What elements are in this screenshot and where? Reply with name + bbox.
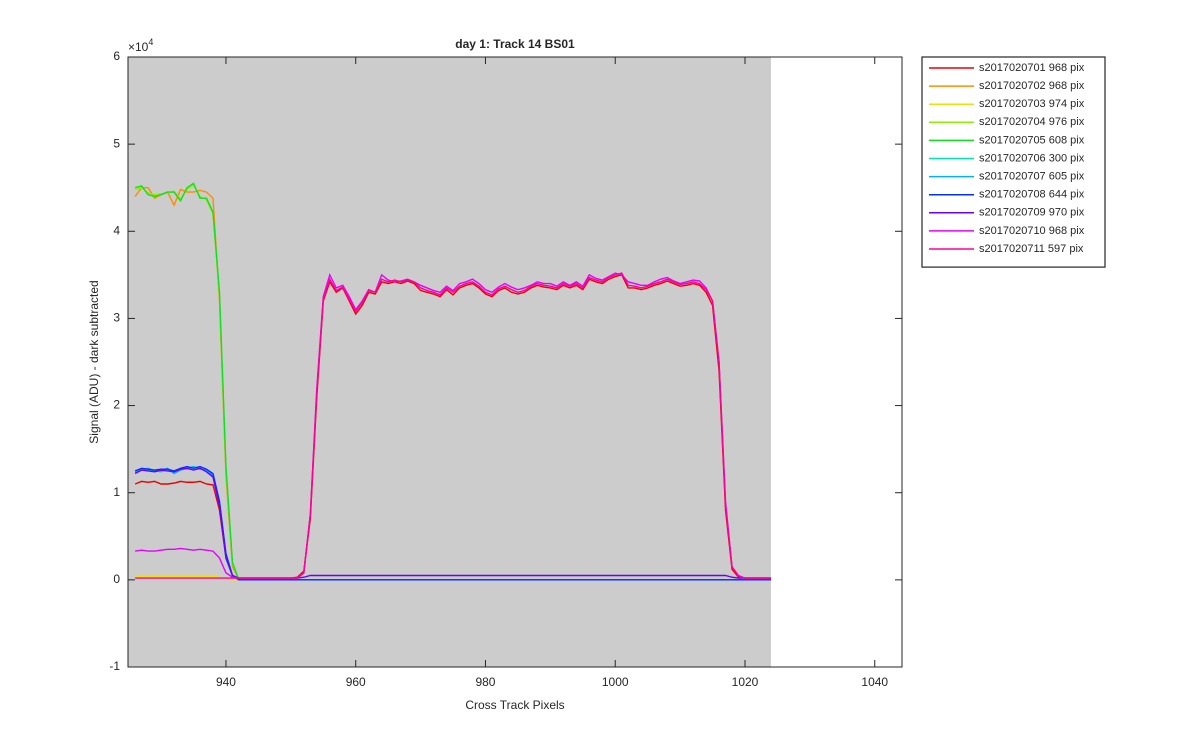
legend-label: s2017020701 968 pix bbox=[979, 62, 1085, 74]
y-tick-label: 6 bbox=[113, 49, 120, 63]
plot-background bbox=[128, 57, 771, 667]
legend-label: s2017020705 608 pix bbox=[979, 134, 1085, 146]
y-tick-label: -1 bbox=[109, 659, 120, 673]
x-axis-label: Cross Track Pixels bbox=[465, 698, 564, 712]
legend-label: s2017020708 644 pix bbox=[979, 189, 1085, 201]
legend-label: s2017020702 968 pix bbox=[979, 80, 1085, 92]
x-tick-label: 960 bbox=[346, 675, 366, 689]
series-line bbox=[135, 272, 771, 579]
y-tick-label: 5 bbox=[113, 136, 120, 150]
chart-title: day 1: Track 14 BS01 bbox=[455, 37, 575, 51]
x-tick-label: 1040 bbox=[861, 675, 888, 689]
legend-label: s2017020706 300 pix bbox=[979, 152, 1085, 164]
y-multiplier-base: ×10 bbox=[128, 40, 149, 54]
x-tick-label: 1000 bbox=[602, 675, 629, 689]
x-tick-label: 940 bbox=[216, 675, 236, 689]
legend-label: s2017020709 970 pix bbox=[979, 207, 1085, 219]
y-tick-label: 0 bbox=[113, 572, 120, 586]
x-tick-label: 1020 bbox=[732, 675, 759, 689]
x-tick-label: 980 bbox=[475, 675, 495, 689]
axes-box bbox=[127, 56, 903, 668]
legend-box bbox=[921, 56, 1106, 268]
legend-label: s2017020703 974 pix bbox=[979, 98, 1085, 110]
lines bbox=[134, 182, 771, 581]
y-multiplier: ×104 bbox=[128, 37, 153, 54]
legend-label: s2017020704 976 pix bbox=[979, 116, 1085, 128]
y-multiplier-exponent: 4 bbox=[148, 37, 153, 47]
legend-label: s2017020710 968 pix bbox=[979, 225, 1085, 237]
legend-label: s2017020711 597 pix bbox=[979, 243, 1084, 255]
y-tick-label: 4 bbox=[113, 223, 120, 237]
legend-label: s2017020707 605 pix bbox=[979, 171, 1085, 183]
y-axis-label: Signal (ADU) - dark subtracted bbox=[87, 280, 101, 443]
y-tick-label: 1 bbox=[113, 485, 120, 499]
series-line bbox=[134, 465, 771, 581]
y-tick-label: 2 bbox=[113, 398, 120, 412]
y-tick-label: 3 bbox=[113, 311, 120, 325]
